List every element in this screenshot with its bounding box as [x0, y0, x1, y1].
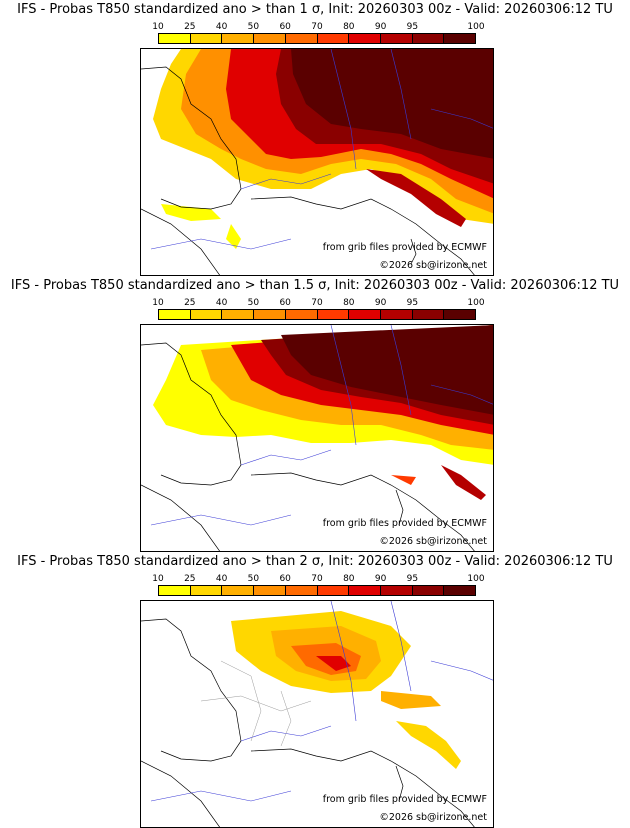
colorbar-swatch: [159, 586, 191, 595]
colorbar-tick-label: 25: [184, 298, 196, 308]
colorbar-swatch: [190, 310, 223, 319]
panel-title: IFS - Probas T850 standardized ano > tha…: [17, 2, 613, 17]
colorbar-tick-label: 90: [374, 22, 387, 32]
panel-title: IFS - Probas T850 standardized ano > tha…: [10, 278, 620, 293]
probability-shading: [153, 49, 493, 249]
colorbar-tick-label: 60: [279, 298, 291, 308]
colorbar-tick-label: 10: [152, 574, 164, 584]
colorbar-swatch: [317, 310, 350, 319]
colorbar-swatch: [285, 586, 318, 595]
colorbar-swatches: [158, 309, 476, 320]
colorbar-tick-label: 25: [184, 574, 196, 584]
colorbar-tick-label: 50: [247, 298, 260, 308]
colorbar-swatches: [158, 33, 476, 44]
credit-source: from grib files provided by ECMWF: [322, 518, 487, 529]
coastlines: [141, 342, 475, 551]
colorbar-tick-label: 90: [374, 574, 387, 584]
colorbar-swatch: [222, 310, 255, 319]
colorbar-tick-label: 95: [406, 298, 419, 308]
colorbar-swatch: [190, 586, 223, 595]
colorbar-swatch: [412, 586, 445, 595]
colorbar-tick-label: 40: [215, 22, 228, 32]
colorbar-swatch: [444, 586, 476, 595]
colorbar-tick-label: 80: [343, 574, 355, 584]
colorbar-swatch: [380, 34, 413, 43]
colorbar-legend: 10 25 40 50 60 70 80 90 95 100: [152, 298, 485, 322]
probability-map: from grib files provided by ECMWF ©2026 …: [140, 600, 494, 828]
colorbar-swatch: [254, 586, 286, 595]
colorbar-tick-label: 70: [311, 22, 323, 32]
map-panel-1: IFS - Probas T850 standardized ano > tha…: [0, 0, 630, 276]
borders: [150, 49, 493, 250]
map-graphic: [141, 325, 493, 551]
colorbar-tick-label: 25: [184, 22, 196, 32]
colorbar-swatch: [254, 310, 286, 319]
colorbar-tick-label: 95: [406, 22, 419, 32]
colorbar-tick-label: 10: [152, 22, 164, 32]
colorbar-swatch: [444, 310, 476, 319]
colorbar-tick-label: 100: [467, 574, 485, 584]
map-panel-3: IFS - Probas T850 standardized ano > tha…: [0, 552, 630, 828]
colorbar-legend: 10 25 40 50 60 70 80 90 95 100: [152, 574, 485, 598]
coastlines: [141, 66, 475, 275]
colorbar-swatch: [412, 310, 445, 319]
colorbar-tick-label: 90: [374, 298, 387, 308]
colorbar-tick-label: 70: [311, 298, 323, 308]
probability-map: from grib files provided by ECMWF ©2026 …: [140, 324, 494, 552]
colorbar-swatch: [285, 34, 318, 43]
colorbar-tick-label: 80: [343, 298, 355, 308]
colorbar-swatch: [317, 34, 350, 43]
colorbar-swatch: [159, 310, 191, 319]
admin-boundaries: [200, 660, 312, 747]
colorbar-tick-label: 70: [311, 574, 323, 584]
colorbar-tick-label: 50: [247, 574, 260, 584]
colorbar-swatch: [349, 34, 381, 43]
map-graphic: [141, 601, 493, 827]
colorbar-swatch: [349, 310, 381, 319]
colorbar-swatch: [380, 310, 413, 319]
colorbar-tick-label: 50: [247, 22, 260, 32]
probability-shading: [153, 325, 493, 500]
credit-copyright: ©2026 sb@irizone.net: [379, 260, 487, 271]
colorbar-swatch: [222, 586, 255, 595]
map-panel-2: IFS - Probas T850 standardized ano > tha…: [0, 276, 630, 552]
colorbar-swatches: [158, 585, 476, 596]
credit-source: from grib files provided by ECMWF: [322, 794, 487, 805]
colorbar-swatch: [159, 34, 191, 43]
colorbar-swatch: [349, 586, 381, 595]
borders: [150, 325, 493, 526]
colorbar-tick-label: 10: [152, 298, 164, 308]
credit-source: from grib files provided by ECMWF: [322, 242, 487, 253]
colorbar-tick-label: 60: [279, 574, 291, 584]
probability-shading: [231, 611, 461, 769]
colorbar-tick-label: 40: [215, 574, 228, 584]
map-graphic: [141, 49, 493, 275]
colorbar-swatch: [412, 34, 445, 43]
colorbar-swatch: [317, 586, 350, 595]
colorbar-tick-label: 80: [343, 22, 355, 32]
colorbar-tick-label: 100: [467, 298, 485, 308]
colorbar-swatch: [254, 34, 286, 43]
colorbar-tick-label: 95: [406, 574, 419, 584]
colorbar-tick-label: 40: [215, 298, 228, 308]
credit-copyright: ©2026 sb@irizone.net: [379, 536, 487, 547]
colorbar-swatch: [285, 310, 318, 319]
panel-title: IFS - Probas T850 standardized ano > tha…: [17, 554, 613, 569]
colorbar-tick-label: 100: [467, 22, 485, 32]
colorbar-swatch: [190, 34, 223, 43]
colorbar-legend: 10 25 40 50 60 70 80 90 95 100: [152, 22, 485, 46]
colorbar-tick-label: 60: [279, 22, 291, 32]
credit-copyright: ©2026 sb@irizone.net: [379, 812, 487, 823]
probability-map: from grib files provided by ECMWF ©2026 …: [140, 48, 494, 276]
colorbar-swatch: [380, 586, 413, 595]
colorbar-swatch: [444, 34, 476, 43]
colorbar-swatch: [222, 34, 255, 43]
coastlines: [141, 618, 475, 827]
